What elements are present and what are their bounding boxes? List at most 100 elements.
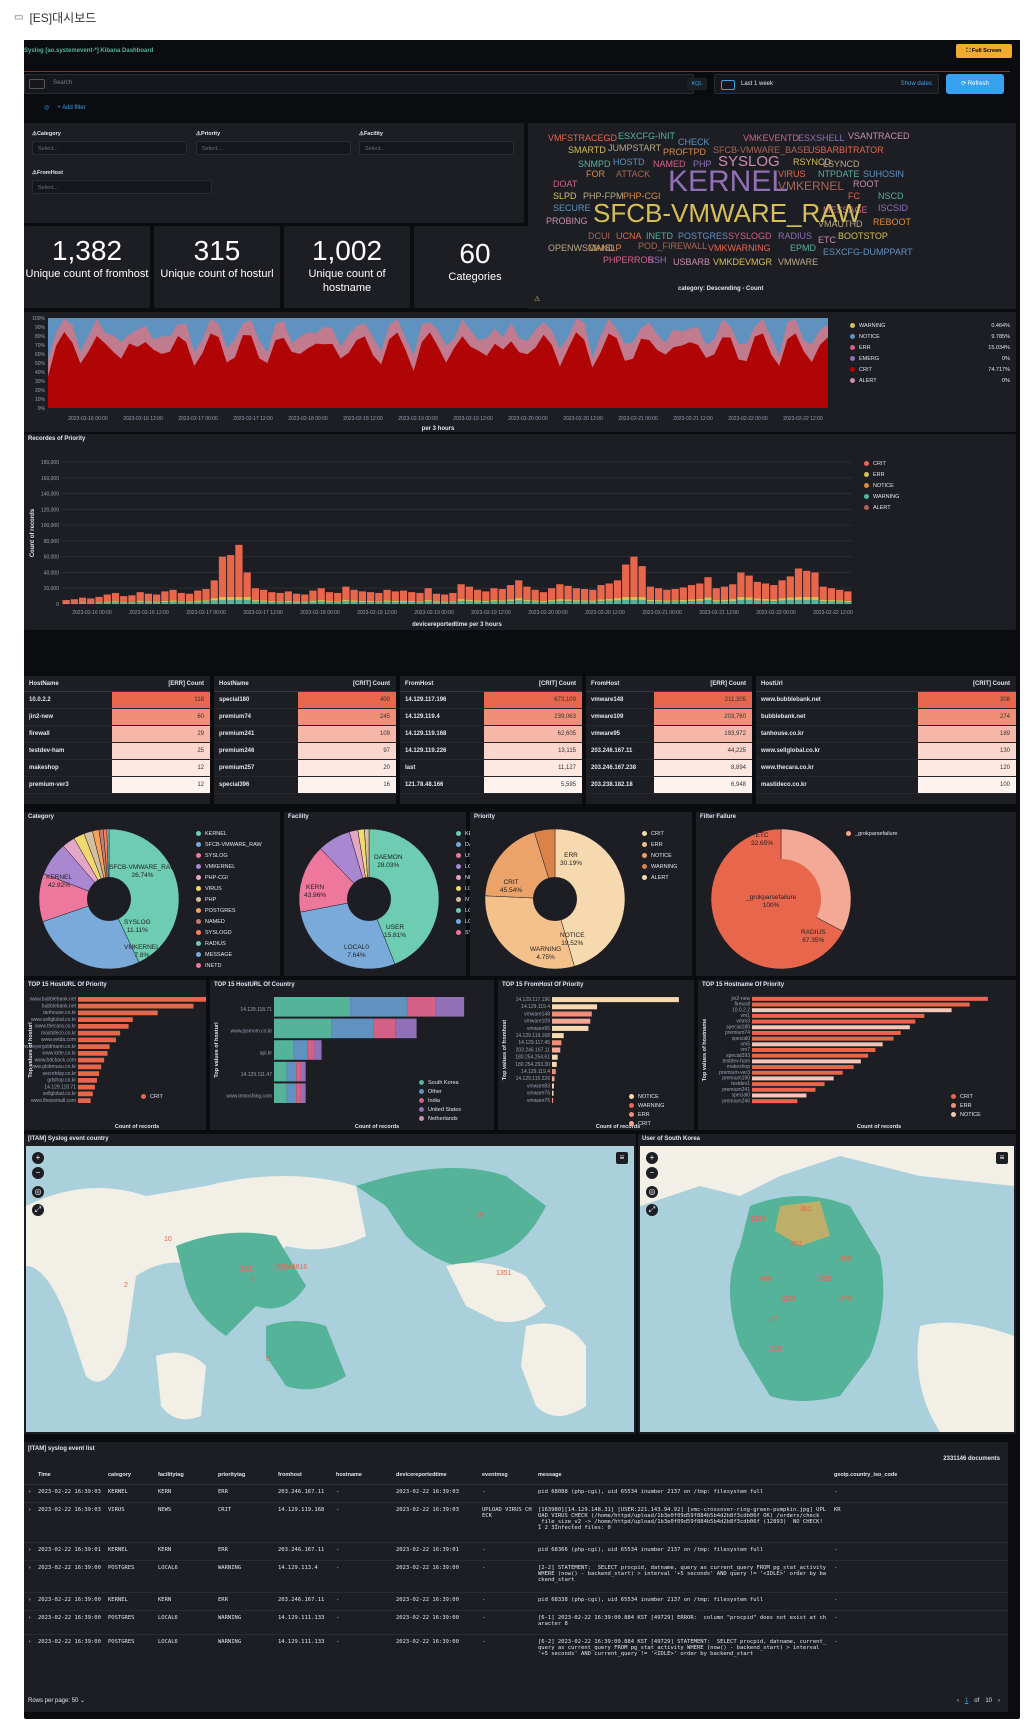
- hbar-legend-item[interactable]: CRIT: [141, 1092, 163, 1101]
- list-column-header[interactable]: category: [108, 1472, 131, 1478]
- show-dates-link[interactable]: Show dates: [900, 81, 932, 87]
- word-attack[interactable]: ATTACK: [616, 169, 651, 179]
- word-cimslp[interactable]: CIMSLP: [588, 243, 622, 253]
- pie-legend-item[interactable]: MESSAGE: [196, 949, 262, 960]
- pie-legend-item[interactable]: VIRUS: [196, 883, 262, 894]
- bar-legend-item[interactable]: WARNING: [864, 491, 1014, 502]
- word-lsyncd[interactable]: LSYNCD: [823, 159, 860, 169]
- table-row[interactable]: bubblebank.net 274: [756, 709, 1016, 726]
- word-etc[interactable]: ETC: [818, 235, 836, 245]
- word-vmkwarning[interactable]: VMKWARNING: [708, 243, 771, 253]
- word-rsyncd[interactable]: RSYNCD: [793, 157, 832, 167]
- word-kernel[interactable]: KERNEL: [668, 165, 789, 198]
- hbar-legend-item[interactable]: India: [419, 1096, 461, 1105]
- prev-page-button[interactable]: ‹: [956, 1698, 959, 1704]
- korea-zoom-in-button[interactable]: +: [646, 1152, 658, 1164]
- list-row[interactable]: › 2023-02-22 16:39:03 VIRUS NEWS CRIT 14.129.…: [24, 1502, 1008, 1542]
- word-postgres[interactable]: POSTGRES: [678, 231, 729, 241]
- word-pod_firewall[interactable]: POD_FIREWALL: [638, 241, 708, 251]
- list-row[interactable]: › 2023-02-22 16:39:00 POSTGRES LOCAL6 WARNIN…: [24, 1610, 1008, 1634]
- word-vmkernel[interactable]: VMKERNEL: [778, 179, 845, 193]
- word-usbarbitrator[interactable]: USBARBITRATOR: [808, 145, 884, 155]
- table-row[interactable]: firewall 29: [24, 726, 210, 743]
- locate-icon[interactable]: ◎: [32, 1186, 44, 1198]
- word-doat[interactable]: DOAT: [553, 179, 578, 189]
- expand-row-icon[interactable]: ›: [28, 1597, 32, 1603]
- table-row[interactable]: www.sellglobal.co.kr 130: [756, 743, 1016, 760]
- korea-layers-icon[interactable]: ≡: [996, 1152, 1008, 1164]
- facility-select[interactable]: Select...: [359, 141, 514, 155]
- word-snmpd[interactable]: SNMPD: [578, 159, 611, 169]
- list-column-header[interactable]: devicereportedtime: [396, 1472, 447, 1478]
- table-row[interactable]: premium-ver3 12: [24, 777, 210, 794]
- word-for[interactable]: FOR: [586, 169, 605, 179]
- word-php-cgi[interactable]: PHP-CGI: [623, 191, 661, 201]
- pie-legend-item[interactable]: KERNEL: [196, 828, 262, 839]
- hbar-legend-item[interactable]: WARNING: [629, 1101, 664, 1110]
- korea-locate-icon[interactable]: ◎: [646, 1186, 658, 1198]
- list-row[interactable]: › 2023-02-22 16:39:03 KERNEL KERN ERR 203.246…: [24, 1484, 1008, 1502]
- word-virus[interactable]: VIRUS: [778, 169, 806, 179]
- area-legend-item[interactable]: EMERG 0%: [850, 353, 1010, 364]
- table-row[interactable]: vmware95 193,972: [586, 726, 752, 743]
- korea-zoom-out-button[interactable]: −: [646, 1167, 658, 1179]
- table-row[interactable]: premium241 109: [214, 726, 396, 743]
- table-row[interactable]: special396 16: [214, 777, 396, 794]
- area-legend-item[interactable]: ALERT 0%: [850, 375, 1010, 386]
- hbar-legend-item[interactable]: ERR: [951, 1101, 981, 1110]
- bar-legend-item[interactable]: NOTICE: [864, 480, 1014, 491]
- pie-legend-item[interactable]: WARNING: [642, 861, 677, 872]
- hbar-legend-item[interactable]: ERR: [629, 1110, 664, 1119]
- word-hostd[interactable]: HOSTD: [613, 157, 645, 167]
- area-legend-item[interactable]: WARNING 0.464%: [850, 320, 1010, 331]
- hbar-legend-item[interactable]: South Korea: [419, 1078, 461, 1087]
- fromhost-select[interactable]: Select...: [32, 180, 212, 194]
- expand-row-icon[interactable]: ›: [28, 1489, 32, 1495]
- table-row[interactable]: tanhouse.co.kr 189: [756, 726, 1016, 743]
- table-col-header[interactable]: [ERR] Count: [710, 680, 746, 687]
- pie-legend-item[interactable]: SYSLOGD: [196, 927, 262, 938]
- word-esxcfg-init[interactable]: ESXCFG-INIT: [618, 131, 676, 141]
- table-row[interactable]: 14.129.119.168 62,605: [400, 726, 582, 743]
- word-bootstop[interactable]: BOOTSTOP: [838, 231, 888, 241]
- word-proftpd[interactable]: PROFTPD: [663, 147, 707, 157]
- calendar-icon[interactable]: [721, 80, 735, 90]
- word-esxcfg-dumppart[interactable]: ESXCFG-DUMPPART: [823, 247, 913, 257]
- table-row[interactable]: 203.238.182.18 6,948: [586, 777, 752, 794]
- expand-row-icon[interactable]: ›: [28, 1507, 32, 1513]
- korea-fit-bounds-icon[interactable]: ⤢: [646, 1204, 658, 1216]
- word-sfcb-vmware_base[interactable]: SFCB-VMWARE_BASE: [713, 145, 810, 155]
- word-vsantraced[interactable]: VSANTRACED: [848, 131, 910, 141]
- word-radius[interactable]: RADIUS: [778, 231, 813, 241]
- list-row[interactable]: › 2023-02-22 16:39:00 POSTGRES LOCAL6 WARNIN…: [24, 1634, 1008, 1666]
- world-map[interactable]: + − ◎ ⤢ ≡ 15 1351 233 72344616 2 10 2 8: [26, 1146, 634, 1432]
- table-row[interactable]: 14.129.119.226 13,115: [400, 743, 582, 760]
- word-suhosin[interactable]: SUHOSIN: [863, 169, 905, 179]
- table-col-header[interactable]: HostName: [219, 680, 249, 687]
- table-col-header[interactable]: HostName: [29, 680, 59, 687]
- table-row[interactable]: 10.0.2.2 118: [24, 692, 210, 709]
- word-smartd[interactable]: SMARTD: [568, 145, 606, 155]
- hbar-legend-item[interactable]: CRIT: [629, 1119, 664, 1128]
- category-select[interactable]: Select...: [32, 141, 187, 155]
- table-col-header[interactable]: FromHost: [591, 680, 620, 687]
- word-slpd[interactable]: SLPD: [553, 191, 577, 201]
- table-row[interactable]: premium74 245: [214, 709, 396, 726]
- kql-toggle[interactable]: KQL: [687, 78, 707, 90]
- list-row[interactable]: › 2023-02-22 16:39:00 POSTGRES LOCAL6 WARNIN…: [24, 1560, 1008, 1592]
- pie-legend-item[interactable]: NOTICE: [642, 850, 677, 861]
- bar-legend-item[interactable]: CRIT: [864, 458, 1014, 469]
- pie-legend-item[interactable]: POSTGRES: [196, 905, 262, 916]
- saved-query-icon[interactable]: [29, 79, 45, 89]
- pie-legend-item[interactable]: PHP: [196, 894, 262, 905]
- word-php-fpm[interactable]: PHP-FPM: [583, 191, 624, 201]
- word-ucna[interactable]: UCNA: [616, 231, 642, 241]
- table-row[interactable]: www.bubblebank.net 308: [756, 692, 1016, 709]
- word-dcui[interactable]: DCUI: [588, 231, 610, 241]
- word-php[interactable]: PHP: [693, 159, 712, 169]
- hbar-legend-item[interactable]: Netherlands: [419, 1114, 461, 1123]
- word-openwsmand[interactable]: OPENWSMAND: [548, 243, 615, 253]
- word-syslogd[interactable]: SYSLOGD: [728, 231, 772, 241]
- table-row[interactable]: vmware148 211,305: [586, 692, 752, 709]
- priority-select[interactable]: Select...: [196, 141, 351, 155]
